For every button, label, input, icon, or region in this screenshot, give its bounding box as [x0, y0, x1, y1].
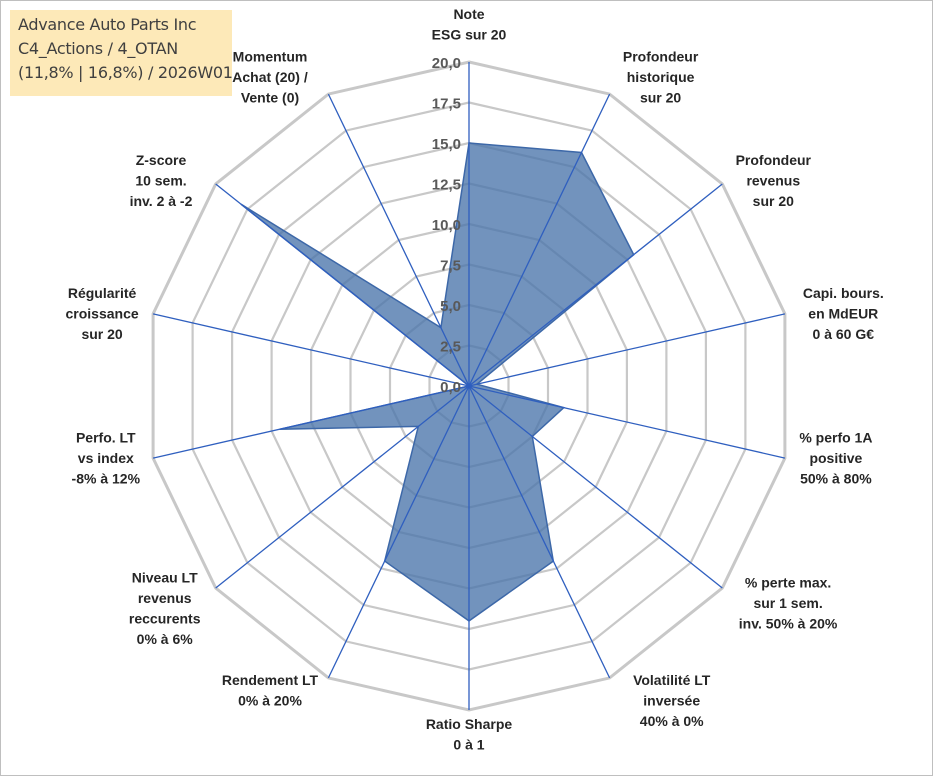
series-area — [240, 142, 635, 622]
axis-spoke — [327, 93, 470, 387]
axis-label: Note ESG sur 20 — [432, 6, 507, 43]
axis-label: Capi. bours. en MdEUR 0 à 60 G€ — [803, 285, 884, 342]
axis-spoke — [215, 183, 470, 387]
title-line-1: Advance Auto Parts Inc — [18, 15, 197, 34]
axis-label: Profondeur revenus sur 20 — [736, 152, 812, 209]
axis-label: Régularité croissance sur 20 — [66, 285, 139, 342]
tick-label: 0,0 — [440, 379, 461, 396]
axis-spoke — [468, 385, 611, 679]
axis-spoke — [152, 385, 470, 459]
tick-label: 12,5 — [432, 177, 461, 194]
tick-label: 17,5 — [432, 96, 461, 113]
tick-label: 7,5 — [440, 258, 461, 275]
tick-label: 5,0 — [440, 298, 461, 315]
axis-spoke — [468, 313, 786, 387]
tick-label: 15,0 — [432, 136, 461, 153]
radar-series — [240, 142, 635, 622]
tick-label: 2,5 — [440, 339, 461, 356]
title-box: Advance Auto Parts Inc C4_Actions / 4_OT… — [10, 10, 233, 96]
axis-spoke — [468, 183, 723, 387]
radar-axes — [152, 62, 786, 710]
title-line-2: C4_Actions / 4_OTAN — [18, 39, 178, 58]
axis-label: Ratio Sharpe 0 à 1 — [426, 716, 513, 753]
axis-label: Profondeur historique sur 20 — [623, 49, 699, 106]
tick-label: 10,0 — [432, 217, 461, 234]
axis-spoke — [468, 385, 723, 589]
tick-label: 20,0 — [432, 55, 461, 72]
axis-label: Rendement LT 0% à 20% — [222, 672, 319, 709]
axis-label: Momentum Achat (20) / Vente (0) — [232, 49, 308, 106]
axis-label: Perfo. LT vs index -8% à 12% — [72, 429, 141, 486]
axis-label: % perte max. sur 1 sem. inv. 50% à 20% — [739, 575, 838, 632]
radar-tick-labels: 0,0 2,5 5,0 7,5 10,0 12,5 15,0 17,5 20,0 — [432, 55, 461, 396]
title-line-3: (11,8% | 16,8%) / 2026W01 — [18, 63, 233, 82]
axis-spoke — [215, 385, 470, 589]
radar-axis-labels: Note ESG sur 20 Profondeur historique sur 20… — [66, 6, 884, 753]
axis-spoke — [152, 313, 470, 387]
axis-spoke — [468, 93, 611, 387]
axis-label: Volatilité LT inversée 40% à 0% — [633, 672, 711, 729]
axis-label: Niveau LT revenus reccurents 0% à 6% — [129, 570, 201, 648]
axis-spoke — [327, 385, 470, 679]
axis-spoke — [468, 385, 786, 459]
axis-label: % perfo 1A positive 50% à 80% — [799, 429, 872, 486]
axis-label: Z-score 10 sem. inv. 2 à -2 — [130, 152, 193, 209]
